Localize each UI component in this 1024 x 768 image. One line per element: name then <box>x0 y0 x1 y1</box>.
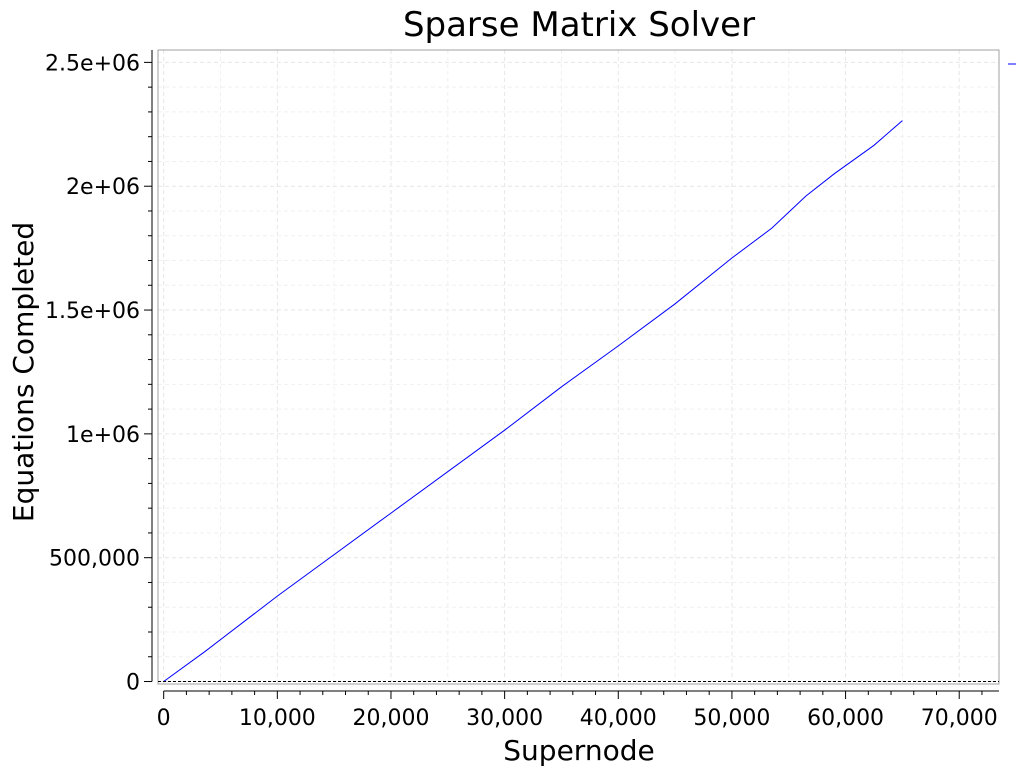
x-tick-label: 50,000 <box>693 706 770 731</box>
y-tick-label: 500,000 <box>49 547 140 572</box>
y-tick-label: 2e+06 <box>66 175 140 200</box>
x-tick-label: 0 <box>157 706 171 731</box>
y-axis-label: Equations Completed <box>7 222 40 522</box>
y-tick-label: 2.5e+06 <box>45 51 140 76</box>
x-tick-label: 70,000 <box>921 706 998 731</box>
x-tick-label: 20,000 <box>352 706 429 731</box>
x-tick-label: 40,000 <box>580 706 657 731</box>
tick-labels: 0 10,000 20,000 30,000 40,000 50,000 60,000 70,… <box>45 51 998 731</box>
grid <box>158 50 999 684</box>
y-tick-label: 1e+06 <box>66 423 140 448</box>
x-tick-label: 30,000 <box>466 706 543 731</box>
series-line-main <box>163 120 903 682</box>
plot-frame <box>157 49 1000 685</box>
series-layer <box>158 120 999 682</box>
axis-ticks <box>144 50 999 699</box>
x-axis-label: Supernode <box>503 734 654 767</box>
y-tick-label: 0 <box>126 671 140 696</box>
x-tick-label: 10,000 <box>239 706 316 731</box>
y-tick-label: 1.5e+06 <box>45 299 140 324</box>
x-tick-label: 60,000 <box>807 706 884 731</box>
chart-title: Sparse Matrix Solver <box>403 5 755 45</box>
